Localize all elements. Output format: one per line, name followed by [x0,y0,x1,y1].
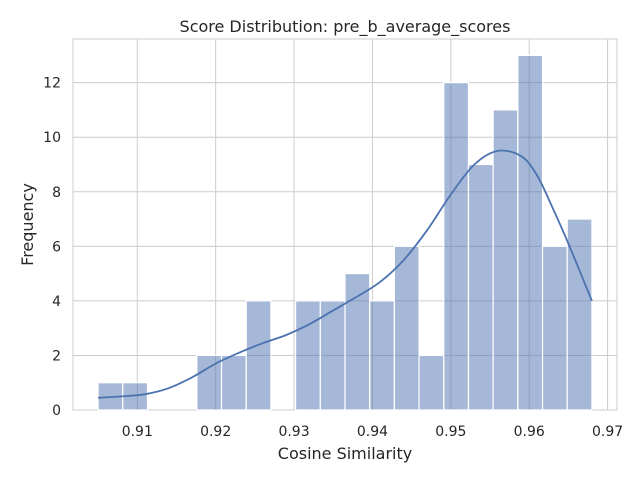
x-tick-label: 0.97 [592,424,623,440]
y-axis-label: Frequency [18,183,37,266]
histogram-bar [541,245,568,411]
histogram-bar [517,54,544,411]
histogram-bar [245,300,272,411]
histogram-bar [220,354,247,411]
y-tick-label: 8 [52,185,61,201]
x-tick-label: 0.95 [435,424,466,440]
histogram-bar [418,354,445,411]
x-tick-label: 0.92 [200,424,231,440]
histogram-bar [344,273,371,411]
x-axis-label: Cosine Similarity [278,444,412,463]
y-tick-label: 2 [52,348,61,364]
kde-line [98,149,593,399]
histogram-bar [319,300,346,411]
y-tick-label: 10 [43,130,61,146]
histogram-bar [467,163,494,411]
x-tick-label: 0.93 [278,424,309,440]
histogram-bar [196,354,223,411]
histogram-bar [443,82,470,411]
y-tick-label: 6 [52,239,61,255]
kde-curve [98,149,593,399]
histogram-bar [492,109,519,411]
y-tick-label: 0 [52,403,61,419]
y-axis-ticks: 0 2 4 6 8 10 12 [43,76,61,419]
x-tick-label: 0.94 [357,424,388,440]
x-tick-label: 0.96 [514,424,545,440]
histogram-bar [393,245,420,411]
x-axis-ticks: 0.91 0.92 0.93 0.94 0.95 0.96 0.97 [122,424,623,440]
y-tick-label: 4 [52,294,61,310]
histogram-bars [97,54,593,411]
histogram-bar [369,300,395,411]
x-tick-label: 0.91 [122,424,153,440]
histogram-bar [295,300,321,411]
y-tick-label: 12 [43,76,61,92]
chart-title: Score Distribution: pre_b_average_scores [180,17,511,37]
